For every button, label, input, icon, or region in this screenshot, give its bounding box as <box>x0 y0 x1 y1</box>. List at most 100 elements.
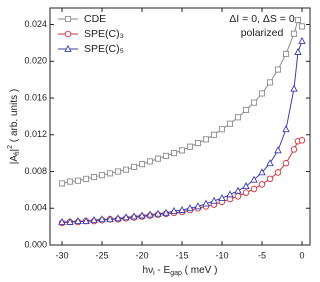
x-axis-label: hνi - Egap ( meV ) <box>143 265 218 278</box>
marker <box>64 44 72 52</box>
marker <box>146 210 154 218</box>
marker <box>122 213 130 221</box>
marker <box>250 175 258 183</box>
y-tick-label: 0.020 <box>24 56 47 66</box>
marker <box>186 204 194 212</box>
marker <box>74 216 82 224</box>
marker <box>162 152 170 159</box>
label-part: |A <box>9 155 20 165</box>
marker <box>138 161 146 168</box>
marker <box>274 146 282 154</box>
label-part: | <box>9 149 20 152</box>
marker <box>250 185 258 193</box>
marker <box>178 205 186 213</box>
marker <box>98 215 106 223</box>
marker <box>64 15 72 23</box>
marker <box>154 209 162 217</box>
y-axis-label: |Afi|2 ( arb. units ) <box>7 89 21 164</box>
marker <box>138 211 146 219</box>
marker <box>294 16 302 23</box>
x-tick-label: -30 <box>55 250 68 260</box>
y-tick-label: 0.000 <box>24 239 47 249</box>
marker <box>170 150 178 157</box>
marker <box>210 131 218 138</box>
y-tick-label: 0.012 <box>24 129 47 139</box>
marker <box>218 193 226 202</box>
marker <box>258 168 266 176</box>
marker <box>74 177 82 184</box>
marker <box>290 84 298 92</box>
marker <box>282 159 290 167</box>
x-tick-label: -15 <box>175 250 188 260</box>
legend-label: SPE(C)₅ <box>84 43 124 55</box>
series-line <box>62 40 303 223</box>
marker <box>106 170 114 177</box>
marker <box>258 181 266 188</box>
marker <box>234 114 242 121</box>
marker <box>218 126 226 133</box>
marker <box>266 79 274 86</box>
x-tick-label: -25 <box>95 250 108 260</box>
marker <box>266 175 274 183</box>
marker <box>106 215 114 223</box>
x-tick-label: 0 <box>299 250 304 260</box>
label-part: - E <box>155 265 171 276</box>
marker <box>64 30 72 38</box>
marker <box>274 169 282 176</box>
marker <box>154 155 162 162</box>
label-part: ( arb. units ) <box>9 89 20 145</box>
marker <box>114 214 122 222</box>
marker <box>298 23 306 30</box>
marker <box>226 120 234 127</box>
marker <box>298 36 306 44</box>
marker <box>162 208 170 216</box>
marker <box>282 125 290 133</box>
marker <box>274 66 282 73</box>
legend-label: CDE <box>84 13 106 25</box>
marker <box>146 158 154 165</box>
marker <box>194 139 202 147</box>
marker <box>234 193 242 200</box>
x-tick-label: -10 <box>215 250 228 260</box>
marker <box>82 175 90 182</box>
marker <box>178 147 186 154</box>
marker <box>98 172 106 179</box>
marker <box>258 90 266 97</box>
marker <box>202 199 210 207</box>
x-tick-label: -20 <box>135 250 148 260</box>
marker <box>290 30 298 37</box>
label-part: ( meV ) <box>182 265 218 276</box>
marker <box>290 146 298 153</box>
marker <box>294 47 302 55</box>
label-part: i <box>153 270 155 277</box>
y-tick-label: 0.004 <box>24 203 47 213</box>
marker <box>242 106 250 114</box>
marker <box>226 190 234 198</box>
marker <box>298 137 306 144</box>
marker <box>250 99 258 106</box>
marker <box>130 163 138 170</box>
marker <box>90 173 98 181</box>
marker <box>122 166 130 173</box>
marker <box>234 186 242 194</box>
marker <box>170 206 178 214</box>
marker <box>114 168 122 175</box>
marker <box>58 180 66 187</box>
marker <box>210 196 218 204</box>
label-part: hν <box>143 265 154 276</box>
legend: CDE SPE(C)₃ SPE(C)₅ <box>58 13 124 55</box>
marker <box>194 202 202 210</box>
marker <box>82 216 90 224</box>
marker <box>66 217 74 225</box>
marker <box>66 178 74 185</box>
label-part: 2 <box>7 145 14 149</box>
plot-frame <box>49 7 311 246</box>
annotation: polarized <box>241 27 284 39</box>
marker <box>130 212 138 220</box>
marker <box>202 136 210 143</box>
marker <box>242 182 250 190</box>
y-tick-label: 0.008 <box>24 166 47 176</box>
label-part: fi <box>14 151 21 155</box>
marker <box>242 189 250 196</box>
